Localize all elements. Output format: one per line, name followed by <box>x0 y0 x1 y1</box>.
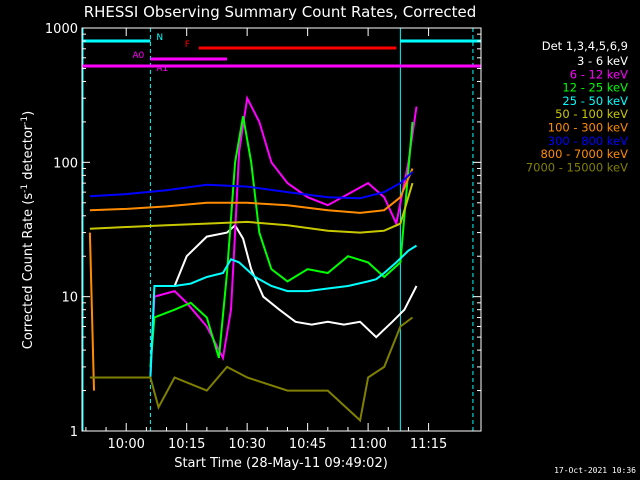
plot-area: N F A0 A1 <box>81 28 481 431</box>
state-bar-label: A1 <box>156 64 168 74</box>
legend-entry-12-25-kev: 12 - 25 keV <box>562 81 628 95</box>
plot-frame <box>81 27 482 432</box>
x-tick-label: 10:30 <box>228 437 265 452</box>
legend-entry-6-12-kev: 6 - 12 keV <box>570 67 628 81</box>
x-axis-label: Start Time (28-May-11 09:49:02) <box>174 456 388 471</box>
state-bar-label: F <box>185 40 190 50</box>
legend-entry-25-50-kev: 25 - 50 keV <box>562 94 628 108</box>
legend-entry-50-100-kev: 50 - 100 keV <box>555 107 628 121</box>
x-axis: 10:00 10:15 10:30 10:45 11:00 11:15 <box>85 28 447 452</box>
legend-header: Det 1,3,4,5,6,9 <box>542 39 628 53</box>
x-tick-label: 11:15 <box>410 437 447 452</box>
x-tick-label: 10:15 <box>168 437 205 452</box>
y-tick-label: 1 <box>70 425 78 440</box>
timestamp: 17-Oct-2021 10:36 <box>554 466 636 475</box>
chart-title: RHESSI Observing Summary Count Rates, Co… <box>84 3 477 21</box>
legend-entry-800-7000-kev: 800 - 7000 keV <box>540 147 628 161</box>
x-tick-label: 11:00 <box>349 437 386 452</box>
state-bar-label: A0 <box>132 51 144 61</box>
legend-entry-7000-15000-kev: 7000 - 15000 keV <box>526 160 628 174</box>
y-tick-label: 10 <box>61 291 78 306</box>
series-line-7000-15000-kev <box>89 316 414 423</box>
y-axis: 1 10 100 1000 <box>45 22 481 440</box>
legend-entry-3-6-kev: 3 - 6 keV <box>577 54 628 68</box>
series-line-50-100-kev <box>89 182 414 234</box>
series-line-3-6-kev <box>173 223 418 339</box>
series-line-12-25-kev <box>149 116 414 367</box>
series-line-25-50-kev <box>149 244 418 378</box>
y-tick-label: 100 <box>53 156 78 171</box>
series-line-300-800-kev <box>89 171 414 200</box>
legend-entry-100-300-kev: 100 - 300 keV <box>548 121 628 135</box>
y-axis-label: Corrected Count Rate (s-1 detector-1) <box>20 111 36 349</box>
series-line-100-300-kev <box>89 168 414 214</box>
legend-entry-300-800-kev: 300 - 800 keV <box>548 134 628 148</box>
y-tick-label: 1000 <box>45 22 78 37</box>
x-tick-label: 10:00 <box>107 437 144 452</box>
series-line-800-7000-kev <box>88 232 95 391</box>
x-tick-label: 10:45 <box>289 437 326 452</box>
state-bar-label: N <box>156 33 163 43</box>
